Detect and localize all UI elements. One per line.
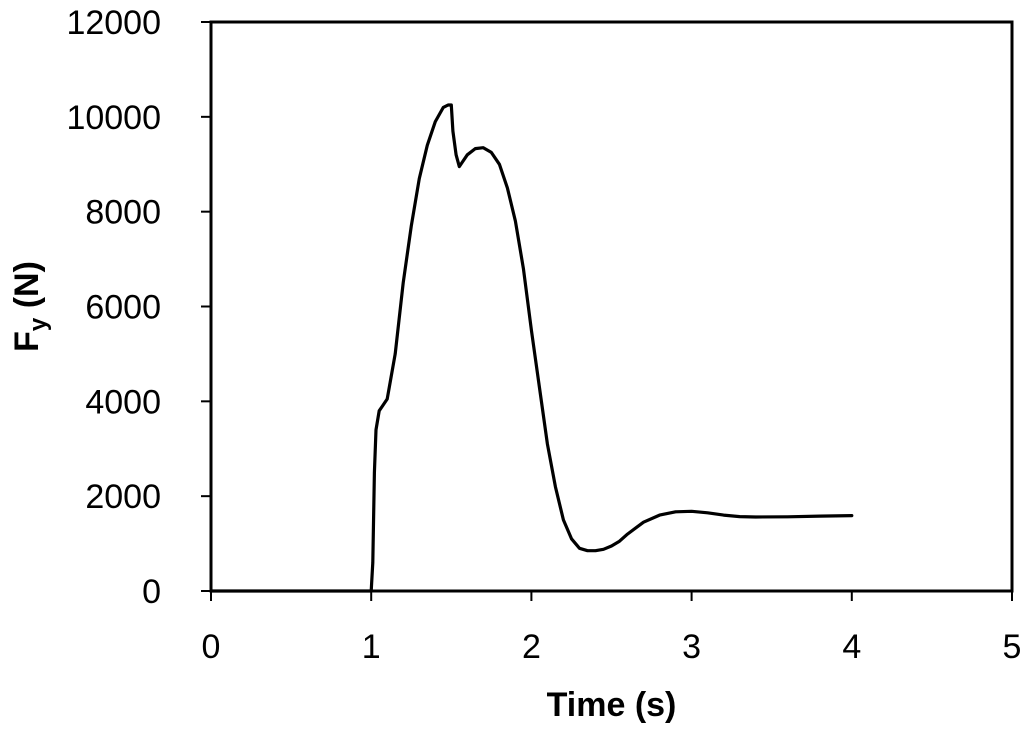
- y-tick-label: 2000: [85, 478, 161, 516]
- y-tick-label: 12000: [66, 4, 161, 42]
- x-tick-label: 2: [522, 628, 541, 666]
- y-tick-label: 10000: [66, 99, 161, 137]
- x-tick-label: 3: [682, 628, 701, 666]
- y-axis-title-unit: (N): [8, 261, 46, 318]
- y-tick-label: 4000: [85, 383, 161, 421]
- y-axis-title: Fy (N): [8, 261, 52, 352]
- x-tick-label: 5: [1003, 628, 1022, 666]
- x-axis-title: Time (s): [547, 686, 677, 724]
- y-tick-label: 0: [142, 573, 161, 611]
- y-tick-label: 8000: [85, 194, 161, 232]
- x-axis-ticks: 0 1 2 3 4 5: [202, 591, 1022, 666]
- y-axis-ticks: 0 2000 4000 6000 8000 10000 12000: [66, 4, 211, 611]
- x-tick-label: 0: [202, 628, 221, 666]
- y-axis-title-main: F: [8, 331, 46, 352]
- plot-area-frame: [209, 20, 1014, 593]
- series-line: [209, 103, 854, 593]
- y-axis-title-subscript: y: [25, 317, 52, 331]
- x-tick-label: 4: [842, 628, 861, 666]
- x-tick-label: 1: [362, 628, 381, 666]
- y-tick-label: 6000: [85, 289, 161, 327]
